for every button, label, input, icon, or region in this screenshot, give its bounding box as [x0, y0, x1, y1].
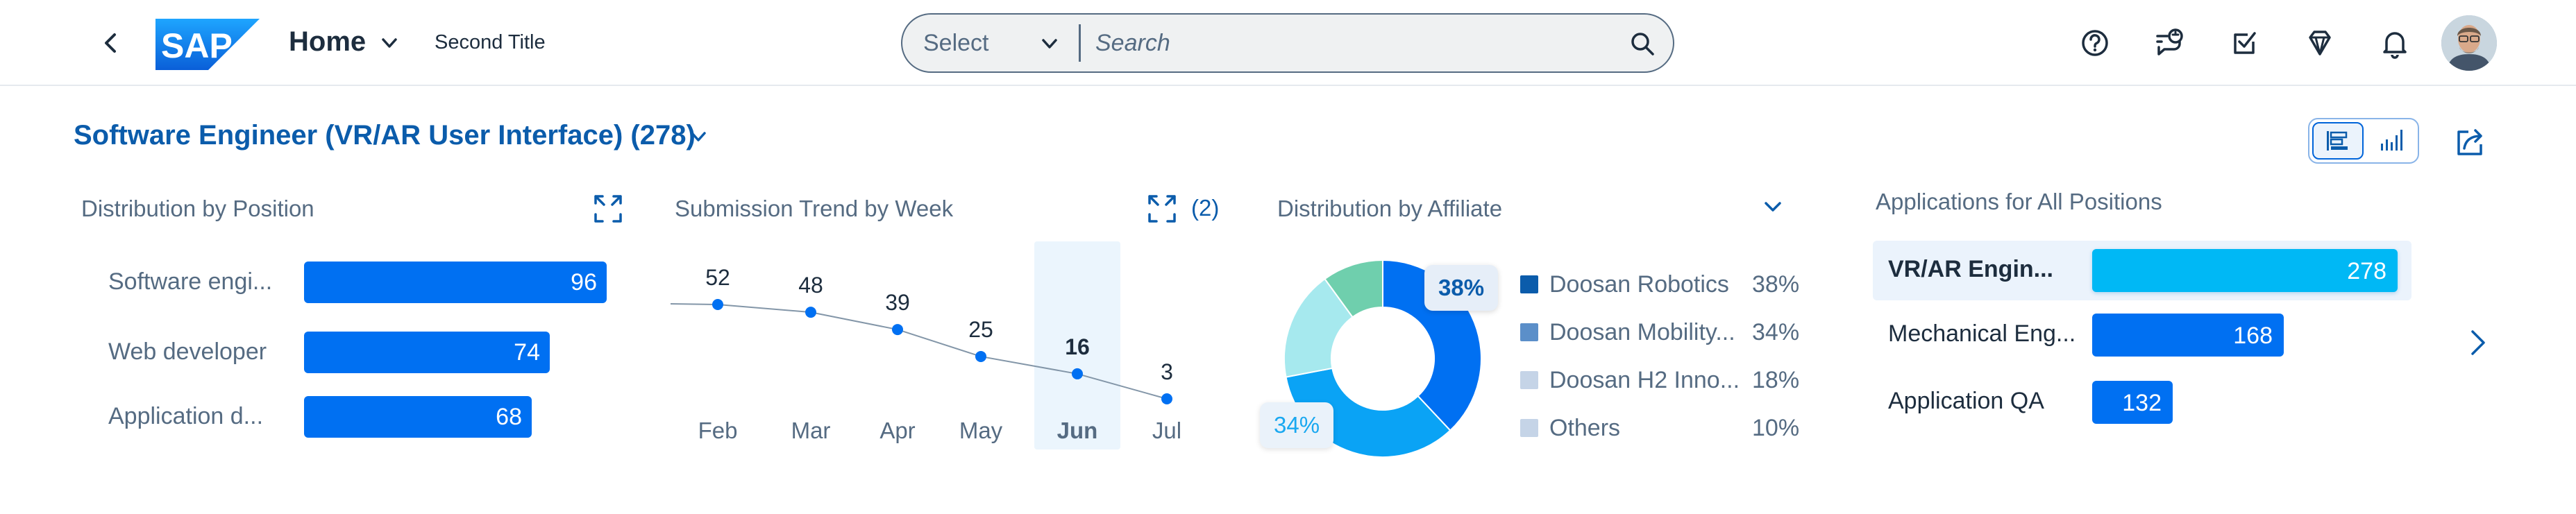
chat-bot-icon[interactable] — [2153, 26, 2187, 60]
data-label: 48 — [798, 273, 823, 298]
legend-swatch — [1520, 371, 1538, 389]
trend-line-chart: 52 Feb 48 Mar 39 Apr 25 May 16 Jun 3 Jul — [671, 241, 1181, 449]
x-tick-label: Jun — [1057, 418, 1098, 443]
app-title[interactable]: Home — [289, 26, 367, 57]
legend-swatch — [1520, 275, 1538, 293]
shell-bar: SAP Home Second Title Select — [0, 0, 2576, 86]
help-icon[interactable] — [2078, 26, 2112, 60]
application-label: Application QA — [1888, 388, 2044, 414]
bar-label: Web developer — [108, 339, 267, 365]
donut-slice — [1324, 259, 1383, 318]
data-label: 3 — [1161, 359, 1173, 384]
application-value: 132 — [2122, 390, 2162, 416]
application-label: VR/AR Engin... — [1888, 256, 2053, 282]
application-bar[interactable]: 278 — [2092, 249, 2398, 292]
table-view-icon — [2327, 131, 2348, 151]
table-view-button[interactable] — [2312, 122, 2364, 160]
tasks-icon[interactable] — [2228, 26, 2262, 60]
application-value: 278 — [2347, 258, 2386, 284]
data-label: 16 — [1065, 334, 1090, 359]
chart-view-button[interactable] — [2365, 122, 2416, 160]
bar-value: 74 — [514, 339, 540, 366]
legend-percent: 38% — [1752, 271, 1800, 298]
search-bar: Select — [901, 13, 1674, 73]
chevron-down-icon[interactable] — [1760, 194, 1785, 219]
chart-view-icon — [2381, 130, 2402, 151]
legend-swatch — [1520, 419, 1538, 437]
highlight-band — [1034, 241, 1120, 449]
search-input[interactable] — [1095, 22, 1602, 65]
view-switch — [2308, 118, 2419, 164]
data-label: 39 — [885, 290, 910, 315]
sap-logo-text: SAP — [161, 26, 233, 65]
bar-value: 96 — [571, 269, 597, 295]
data-label: 52 — [705, 265, 730, 290]
series-line — [671, 303, 718, 305]
legend-percent: 18% — [1752, 367, 1800, 393]
application-value: 168 — [2233, 323, 2273, 349]
bar[interactable]: 96 — [304, 262, 607, 303]
donut-slice — [1283, 277, 1354, 378]
data-point — [712, 299, 723, 310]
application-row[interactable]: Application QA 132 — [1873, 372, 2411, 432]
data-point — [1072, 368, 1083, 379]
x-tick-label: Jul — [1152, 418, 1181, 443]
applications-card-title: Applications for All Positions — [1876, 189, 2162, 214]
legend-label: Doosan Robotics — [1549, 271, 1729, 298]
sap-logo[interactable]: SAP — [155, 19, 260, 70]
series-line — [717, 304, 1168, 400]
application-label: Mechanical Eng... — [1888, 320, 2076, 347]
application-bar[interactable]: 132 — [2092, 381, 2173, 424]
chevron-right-icon[interactable] — [2464, 326, 2492, 359]
page-title[interactable]: Software Engineer (VR/AR User Interface)… — [74, 120, 696, 151]
bar-value: 68 — [496, 404, 522, 430]
legend-percent: 10% — [1752, 415, 1800, 441]
legend-label: Doosan Mobility... — [1549, 319, 1735, 345]
legend-swatch — [1520, 323, 1538, 341]
second-title: Second Title — [435, 31, 546, 53]
bar[interactable]: 74 — [304, 332, 550, 373]
export-icon[interactable] — [2455, 128, 2485, 158]
data-label: 25 — [968, 317, 993, 342]
bar[interactable]: 68 — [304, 396, 532, 438]
search-scope-select[interactable]: Select — [923, 30, 989, 56]
data-point — [975, 350, 986, 362]
donut-tooltip-secondary: 34% — [1260, 402, 1334, 448]
bar-label: Software engi... — [108, 268, 273, 295]
trend-card-title: Submission Trend by Week — [675, 196, 954, 221]
x-tick-label: Apr — [879, 418, 915, 443]
chevron-down-icon[interactable] — [1038, 33, 1061, 55]
application-bar[interactable]: 168 — [2092, 314, 2284, 357]
chevron-down-icon[interactable] — [378, 32, 401, 54]
fullscreen-icon[interactable] — [593, 194, 623, 224]
diamond-icon[interactable] — [2303, 26, 2337, 60]
x-tick-label: Mar — [791, 418, 831, 443]
data-point — [805, 307, 816, 318]
legend-label: Doosan H2 Inno... — [1549, 367, 1740, 393]
x-tick-label: Feb — [698, 418, 738, 443]
search-icon[interactable] — [1628, 30, 1656, 58]
fullscreen-icon[interactable] — [1147, 194, 1177, 224]
notification-icon[interactable] — [2378, 26, 2411, 60]
application-row[interactable]: VR/AR Engin... 278 — [1873, 241, 2411, 300]
affiliate-card-title: Distribution by Affiliate — [1277, 196, 1503, 221]
legend-percent: 34% — [1752, 319, 1800, 345]
data-point — [892, 324, 903, 336]
data-point — [1161, 393, 1172, 404]
x-tick-label: May — [959, 418, 1003, 443]
trend-count[interactable]: (2) — [1191, 195, 1220, 221]
user-avatar[interactable] — [2441, 15, 2497, 71]
chevron-down-icon[interactable] — [687, 126, 709, 148]
back-icon[interactable] — [97, 29, 125, 57]
legend-label: Others — [1549, 415, 1621, 441]
position-card-title: Distribution by Position — [81, 196, 314, 221]
donut-tooltip-primary: 38% — [1424, 265, 1499, 311]
search-divider — [1079, 24, 1081, 62]
bar-label: Application d... — [108, 403, 264, 429]
application-row[interactable]: Mechanical Eng... 168 — [1873, 305, 2411, 365]
